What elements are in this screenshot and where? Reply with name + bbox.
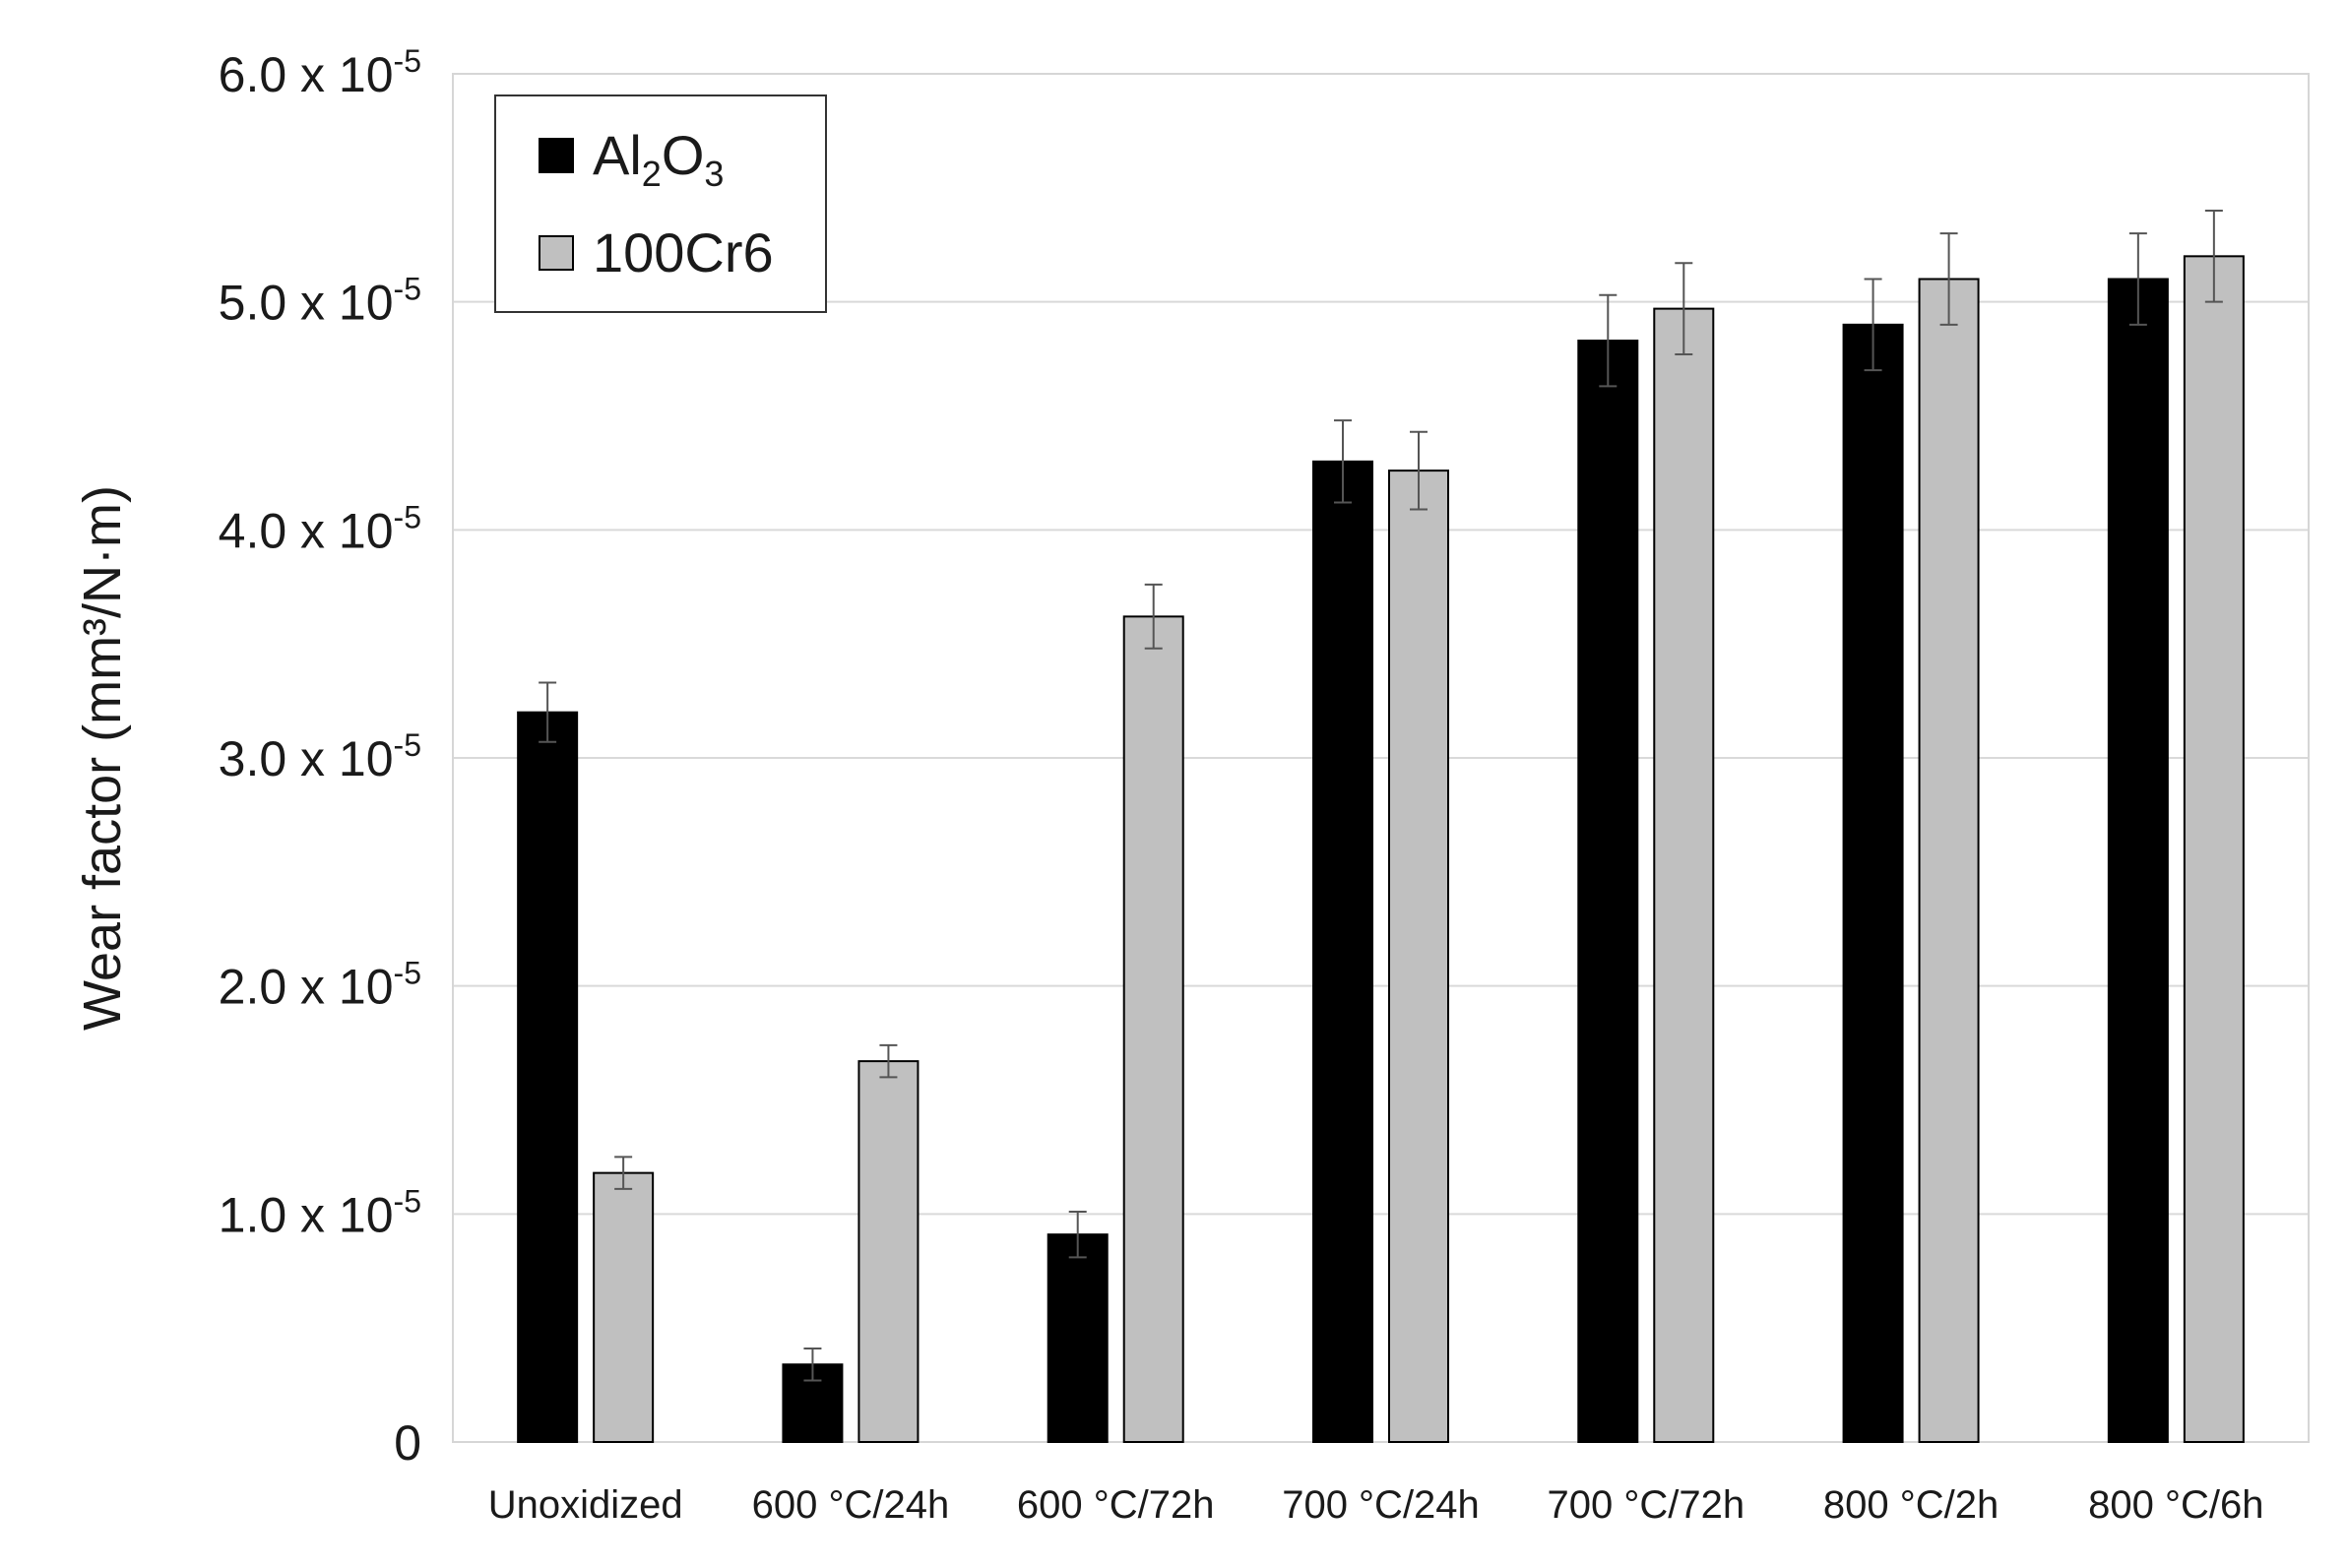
legend-swatch bbox=[539, 235, 574, 271]
plot-area-frame bbox=[452, 73, 2310, 1443]
bar-100cr6 bbox=[593, 1171, 655, 1443]
y-tick-label: 2.0 x 10-5 bbox=[219, 956, 421, 1015]
error-bars bbox=[539, 210, 2223, 1382]
x-tick-label: 600 °C/24h bbox=[752, 1483, 950, 1527]
x-tick-label: 600 °C/72h bbox=[1017, 1483, 1215, 1527]
bar-al2o3 bbox=[1047, 1233, 1109, 1444]
legend-label-part: O bbox=[662, 124, 705, 186]
legend-label-part: 3 bbox=[704, 154, 724, 194]
bar-series bbox=[517, 255, 2245, 1444]
x-axis-tick-labels: Unoxidized 600 °C/24h 600 °C/72h 700 °C/24h… bbox=[488, 1483, 2264, 1527]
x-tick-label: 800 °C/2h bbox=[1823, 1483, 1999, 1527]
x-tick-label: 700 °C/24h bbox=[1282, 1483, 1480, 1527]
bar-al2o3 bbox=[1312, 460, 1373, 1444]
y-tick-exponent: -5 bbox=[394, 727, 421, 763]
legend: Al2O3 100Cr6 bbox=[494, 94, 827, 313]
legend-label: Al2O3 bbox=[593, 124, 724, 194]
y-tick-label: 3.0 x 10-5 bbox=[219, 727, 421, 786]
y-tick-label: 0 bbox=[394, 1415, 421, 1471]
bar-100cr6 bbox=[857, 1060, 920, 1444]
x-tick-label: 700 °C/72h bbox=[1547, 1483, 1745, 1527]
bar-al2o3 bbox=[517, 711, 579, 1443]
bar-100cr6 bbox=[2183, 255, 2245, 1443]
legend-label-part: 100Cr6 bbox=[593, 221, 774, 283]
y-tick-label: 6.0 x 10-5 bbox=[219, 43, 421, 102]
legend-box bbox=[494, 94, 827, 313]
legend-swatch bbox=[539, 138, 574, 173]
y-axis-label: Wear factor (mm³/N·m) bbox=[73, 485, 132, 1031]
legend-label: 100Cr6 bbox=[593, 221, 774, 283]
bar-100cr6 bbox=[1122, 615, 1184, 1443]
bar-al2o3 bbox=[1577, 340, 1639, 1443]
legend-label-part: 2 bbox=[642, 154, 662, 194]
y-tick-label: 1.0 x 10-5 bbox=[219, 1183, 421, 1242]
y-tick-exponent: -5 bbox=[394, 499, 421, 534]
bar-al2o3 bbox=[1842, 323, 1904, 1443]
gridlines bbox=[453, 300, 2309, 1216]
x-tick-label: Unoxidized bbox=[488, 1483, 683, 1527]
y-tick-exponent: -5 bbox=[394, 43, 421, 79]
x-tick-label: 800 °C/6h bbox=[2088, 1483, 2263, 1527]
y-tick-exponent: -5 bbox=[394, 272, 421, 307]
y-tick-label: 5.0 x 10-5 bbox=[219, 272, 421, 331]
y-axis-tick-labels: 0 1.0 x 10-5 2.0 x 10-5 3.0 x 10-5 4.0 x 10-… bbox=[219, 43, 421, 1471]
bar-100cr6 bbox=[1388, 470, 1449, 1444]
bar-al2o3 bbox=[2107, 278, 2169, 1443]
y-tick-exponent: -5 bbox=[394, 956, 421, 991]
y-tick-label: 4.0 x 10-5 bbox=[219, 499, 421, 558]
y-tick-exponent: -5 bbox=[394, 1183, 421, 1219]
legend-label-part: Al bbox=[593, 124, 642, 186]
bar-100cr6 bbox=[1653, 307, 1715, 1443]
bar-100cr6 bbox=[1918, 278, 1980, 1443]
